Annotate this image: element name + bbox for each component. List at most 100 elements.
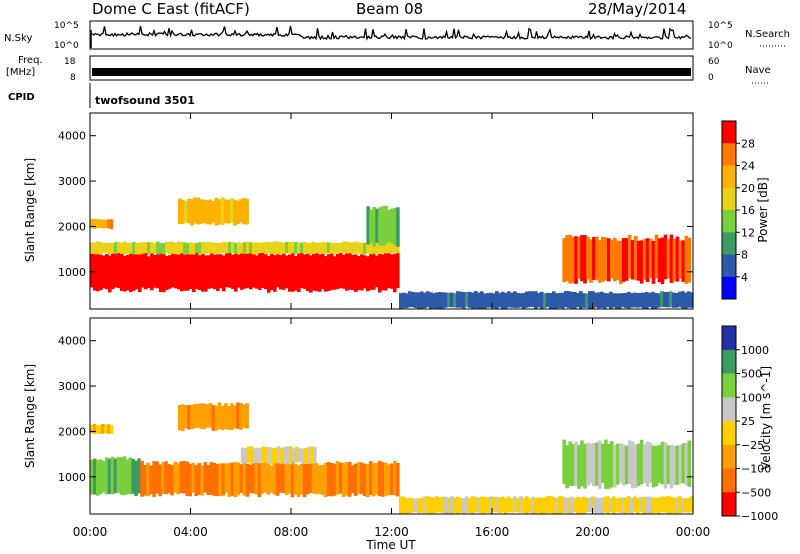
cell: [177, 254, 181, 290]
cell: [684, 442, 689, 486]
cell: [347, 462, 352, 497]
cell: [204, 242, 208, 254]
cell: [90, 242, 94, 254]
cell: [669, 444, 674, 489]
cell: [149, 465, 153, 495]
cell: [211, 405, 216, 431]
cell: [513, 496, 517, 513]
cell: [627, 496, 631, 513]
power-region-0: [90, 251, 400, 293]
cell: [648, 292, 652, 307]
x-tick-label: 00:00: [676, 525, 711, 539]
cell: [156, 253, 160, 289]
cell: [155, 461, 159, 494]
cell: [468, 291, 472, 308]
cell: [314, 463, 319, 495]
nsearch-tick-top: 10^5: [708, 21, 733, 31]
cell: [381, 462, 385, 497]
cell: [582, 496, 586, 514]
cell: [261, 251, 265, 288]
cell: [654, 293, 658, 310]
cell: [603, 293, 607, 309]
cell: [104, 457, 109, 495]
cell: [603, 497, 607, 513]
colorbar-swatch: [722, 326, 736, 351]
cell: [561, 292, 565, 309]
cell: [339, 242, 343, 254]
cell: [648, 496, 652, 514]
y-tick-label: 3000: [58, 380, 86, 393]
cell: [313, 446, 317, 464]
cell: [239, 402, 243, 430]
cell: [144, 252, 148, 290]
cell: [132, 242, 136, 255]
cell: [288, 241, 292, 254]
colorbar-tick-label: −500: [741, 486, 771, 499]
cell: [684, 292, 688, 309]
cell: [600, 498, 604, 514]
cell: [243, 253, 247, 289]
cell: [375, 255, 379, 288]
cell: [222, 241, 226, 254]
cell: [186, 251, 190, 291]
cell: [516, 498, 520, 513]
cell: [190, 404, 194, 430]
cell: [543, 497, 547, 514]
cell: [417, 498, 421, 513]
cell: [633, 444, 638, 488]
power-colorbar: 28 24 20 16 12 8 4 Power [dB]: [721, 120, 770, 300]
cell: [565, 234, 569, 282]
cell: [405, 498, 409, 514]
freq-frame: [89, 55, 694, 81]
cell: [681, 498, 685, 513]
cell: [534, 291, 538, 309]
cell: [180, 251, 184, 292]
nave-label: Nave: [745, 65, 771, 76]
cell: [123, 255, 127, 292]
cell: [301, 448, 305, 464]
cell: [251, 463, 256, 494]
cell: [315, 252, 319, 292]
cell: [126, 255, 130, 291]
colorbar-swatch: [722, 349, 736, 374]
cell: [615, 498, 619, 512]
cell: [369, 209, 373, 243]
cell: [348, 253, 352, 290]
cell: [261, 242, 265, 253]
cell: [609, 291, 613, 309]
cell: [595, 236, 599, 280]
cell: [601, 443, 605, 483]
cell: [510, 498, 514, 513]
cell: [597, 292, 601, 309]
cell: [290, 462, 295, 498]
cell: [323, 463, 328, 498]
cell: [561, 496, 565, 513]
cell: [525, 291, 529, 308]
cell: [196, 403, 200, 428]
power-region-5: [399, 291, 694, 310]
cell: [423, 496, 427, 514]
colorbar-tick-label: 16: [741, 204, 755, 217]
cell: [531, 496, 535, 515]
cell: [558, 496, 562, 514]
cell: [189, 242, 193, 255]
cell: [583, 235, 587, 284]
cell: [618, 293, 622, 309]
cell: [675, 497, 679, 514]
cell: [393, 207, 397, 246]
cell: [205, 200, 210, 225]
cell: [552, 497, 556, 514]
x-tick-label: 12:00: [374, 525, 409, 539]
cell: [137, 458, 141, 494]
cell: [657, 445, 662, 483]
cell: [239, 464, 244, 493]
cell: [678, 240, 683, 279]
cell: [362, 463, 367, 496]
cell: [170, 465, 174, 496]
cell: [342, 254, 346, 289]
cell: [612, 496, 616, 514]
cell: [565, 445, 569, 489]
cell: [224, 463, 229, 493]
cell: [135, 254, 139, 290]
cell: [254, 461, 259, 495]
